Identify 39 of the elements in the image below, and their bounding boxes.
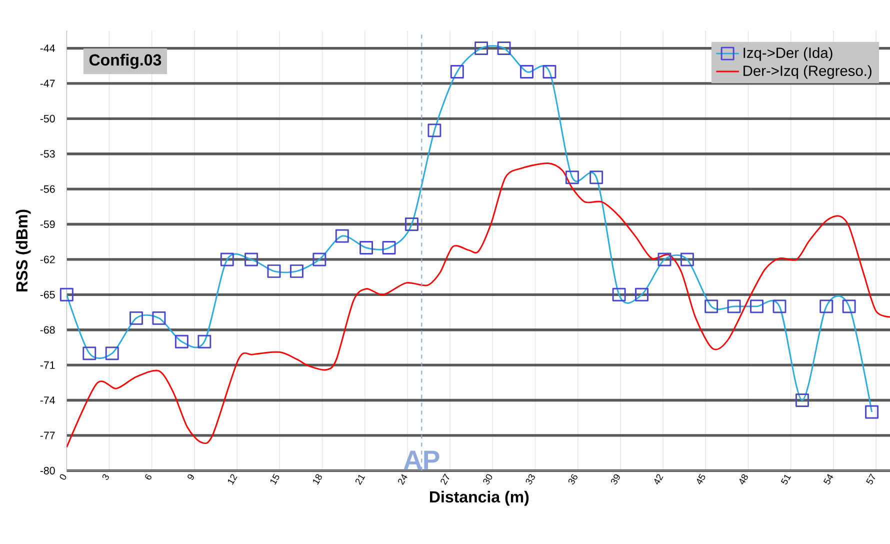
x-tick-label: 9 xyxy=(188,474,194,480)
y-tick-label: -80 xyxy=(40,466,55,474)
x-tick-label: 45 xyxy=(696,474,706,484)
ref-line-label: AP xyxy=(404,450,440,470)
y-tick-label: -56 xyxy=(40,185,55,193)
x-tick-label: 12 xyxy=(228,474,238,485)
x-tick-label: 6 xyxy=(145,474,152,480)
x-tick-label: 39 xyxy=(610,474,620,484)
x-tick-label: 42 xyxy=(654,474,664,484)
y-tick-label: -65 xyxy=(40,290,55,298)
x-tick-label: 18 xyxy=(313,474,322,485)
x-tick-label: 48 xyxy=(739,474,748,484)
y-tick-label: -44 xyxy=(40,44,55,52)
x-tick-label: 24 xyxy=(398,474,408,485)
y-tick-label: -74 xyxy=(40,396,55,404)
y-tick-label: -59 xyxy=(40,220,55,228)
x-tick-label: 54 xyxy=(823,474,834,484)
y-tick-label: -71 xyxy=(40,361,55,369)
x-axis-title: Distancia (m) xyxy=(430,490,529,506)
y-tick-label: -47 xyxy=(40,80,55,88)
y-axis-title: RSS (dBm) xyxy=(16,210,31,292)
x-tick-label: 3 xyxy=(102,474,109,480)
x-tick-label: 57 xyxy=(866,474,876,484)
y-tick-label: -77 xyxy=(40,432,55,440)
x-tick-label: 27 xyxy=(440,474,450,485)
x-tick-label: 33 xyxy=(526,474,535,484)
x-tick-label: 21 xyxy=(355,474,366,485)
x-tick-label: 0 xyxy=(60,474,66,480)
annotation: Config.03 xyxy=(89,54,162,69)
y-tick-label: -50 xyxy=(40,114,55,122)
legend-label: Der->Izq (Regreso.) xyxy=(744,65,872,79)
x-tick-label: 15 xyxy=(270,474,280,485)
legend-label: Izq->Der (Ida) xyxy=(744,47,832,61)
x-tick-label: 51 xyxy=(780,474,792,484)
y-tick-label: -68 xyxy=(40,326,55,334)
y-tick-label: -62 xyxy=(40,256,55,264)
y-tick-label: -53 xyxy=(40,150,55,158)
x-tick-label: 30 xyxy=(483,474,492,484)
x-tick-label: 36 xyxy=(568,474,578,484)
